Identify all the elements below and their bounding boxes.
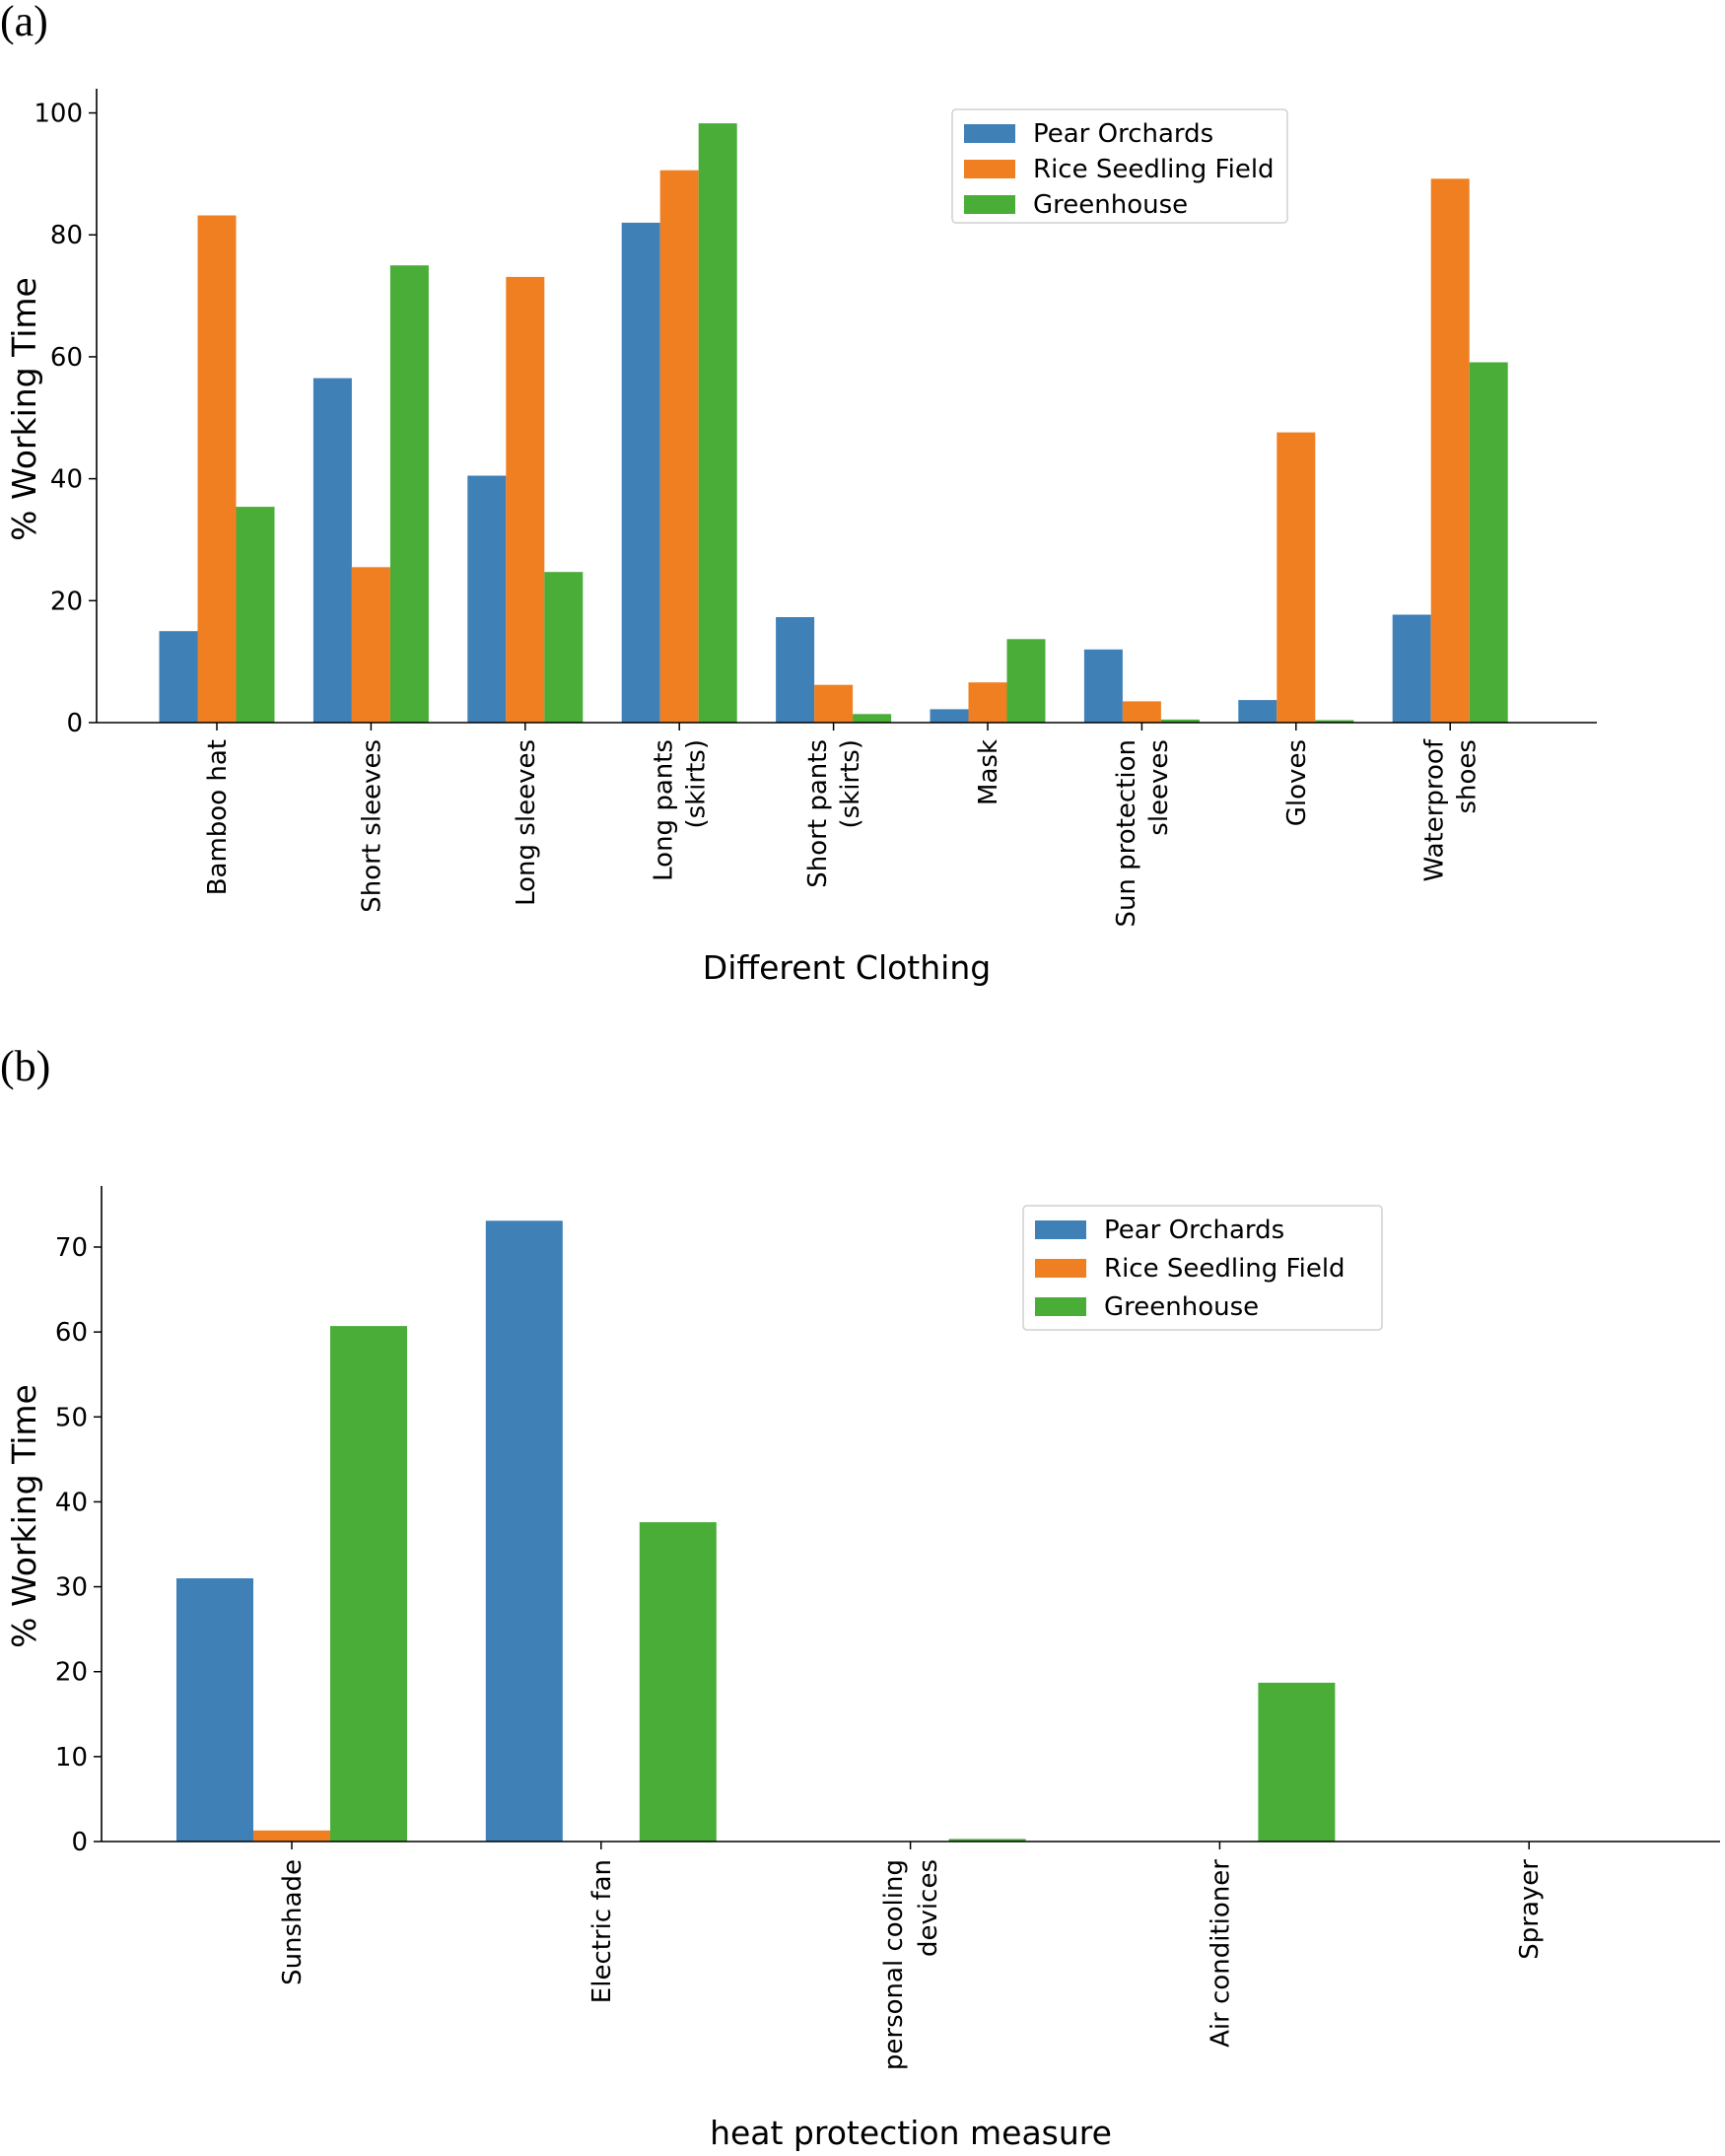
x-tick-label: Long pants bbox=[650, 739, 679, 881]
y-tick-label: 0 bbox=[71, 1828, 88, 1857]
legend-frame bbox=[1022, 1205, 1383, 1331]
y-tick-label: 20 bbox=[55, 1658, 88, 1688]
bar-greenhouse-long-pants-skirts bbox=[698, 123, 737, 724]
bar-pear-orchards-sun-protection-sleeves bbox=[1083, 649, 1123, 723]
legend-label-pear-orchards: Pear Orchards bbox=[1033, 119, 1213, 149]
bar-rice-seedling-field-bamboo-hat bbox=[197, 215, 237, 723]
bar-rice-seedling-field-waterproof-shoes bbox=[1430, 178, 1470, 724]
x-axis-title: heat protection measure bbox=[710, 2114, 1112, 2152]
bar-greenhouse-sun-protection-sleeves bbox=[1160, 719, 1200, 723]
y-tick-label: 0 bbox=[66, 709, 83, 738]
legend-swatch-greenhouse bbox=[1035, 1297, 1086, 1316]
y-tick-label: 40 bbox=[55, 1488, 88, 1517]
bar-pear-orchards-short-pants-skirts bbox=[776, 617, 815, 723]
bar-greenhouse-short-pants-skirts bbox=[853, 714, 892, 723]
legend-label-rice-seedling-field: Rice Seedling Field bbox=[1033, 155, 1275, 184]
y-tick-label: 70 bbox=[55, 1233, 88, 1263]
x-tick-label: (skirts) bbox=[836, 739, 865, 829]
x-tick-label: Sunshade bbox=[278, 1859, 308, 1985]
bar-pear-orchards-long-pants-skirts bbox=[621, 222, 660, 723]
x-tick-label: Gloves bbox=[1282, 739, 1312, 826]
bar-greenhouse-electric-fan bbox=[639, 1522, 717, 1842]
legend: Pear Orchards Rice Seedling Field Greenhou… bbox=[1022, 1205, 1383, 1331]
x-axis-title: Different Clothing bbox=[703, 948, 991, 987]
bar-greenhouse-air-conditioner bbox=[1258, 1682, 1336, 1842]
panel-label-a: (a) bbox=[0, 0, 48, 45]
bar-pear-orchards-sunshade bbox=[176, 1578, 253, 1842]
x-tick-label: (skirts) bbox=[682, 739, 712, 829]
x-tick-label: Bamboo hat bbox=[203, 739, 233, 895]
legend-frame bbox=[951, 108, 1288, 224]
bar-rice-seedling-field-gloves bbox=[1276, 432, 1316, 723]
legend-label-pear-orchards: Pear Orchards bbox=[1104, 1216, 1284, 1245]
y-tick-label: 60 bbox=[55, 1318, 88, 1348]
y-tick-label: 80 bbox=[50, 221, 83, 250]
bar-pear-orchards-mask bbox=[930, 709, 969, 723]
bar-pear-orchards-electric-fan bbox=[485, 1220, 563, 1842]
bar-greenhouse-long-sleeves bbox=[544, 572, 584, 723]
y-tick-label: 100 bbox=[34, 100, 83, 129]
y-tick-label: 20 bbox=[50, 587, 83, 616]
x-tick-label: Long sleeves bbox=[512, 739, 541, 906]
bar-greenhouse-gloves bbox=[1315, 720, 1354, 723]
bar-greenhouse-personal-cooling-devices bbox=[948, 1839, 1026, 1842]
y-tick-label: 60 bbox=[50, 343, 83, 373]
y-axis-title: % Working Time bbox=[5, 1384, 43, 1648]
x-tick-label: Sun protection bbox=[1112, 739, 1141, 928]
chart-clothing: 0 20 40 60 80 100 Bamboo hat Short sleeves Long … bbox=[5, 89, 1597, 987]
bar-greenhouse-bamboo-hat bbox=[236, 507, 275, 723]
bar-pear-orchards-long-sleeves bbox=[467, 475, 507, 723]
bar-rice-seedling-field-long-pants-skirts bbox=[659, 170, 699, 723]
legend-swatch-rice-seedling-field bbox=[964, 160, 1015, 178]
x-tick-label: Sprayer bbox=[1515, 1859, 1545, 1960]
legend: Pear Orchards Rice Seedling Field Greenhou… bbox=[951, 108, 1288, 224]
x-tick-label: Waterproof bbox=[1420, 738, 1450, 881]
legend-label-greenhouse: Greenhouse bbox=[1104, 1292, 1259, 1322]
legend-label-rice-seedling-field: Rice Seedling Field bbox=[1104, 1254, 1346, 1284]
bar-rice-seedling-field-short-pants-skirts bbox=[814, 684, 854, 723]
bar-rice-seedling-field-sun-protection-sleeves bbox=[1122, 701, 1161, 723]
legend-swatch-rice-seedling-field bbox=[1035, 1259, 1086, 1278]
bar-greenhouse-waterproof-shoes bbox=[1469, 362, 1508, 723]
bar-pear-orchards-waterproof-shoes bbox=[1392, 614, 1431, 723]
legend-swatch-greenhouse bbox=[964, 195, 1015, 214]
y-axis-title: % Working Time bbox=[5, 277, 43, 541]
bar-rice-seedling-field-long-sleeves bbox=[506, 276, 545, 723]
bar-pear-orchards-gloves bbox=[1238, 700, 1277, 723]
x-tick-label: Short sleeves bbox=[357, 739, 386, 913]
x-tick-label: Mask bbox=[974, 739, 1003, 805]
x-tick-label: Short pants bbox=[803, 739, 833, 888]
chart-heat-protection: 0 10 20 30 40 50 60 70 Sunshade Electric fan perso… bbox=[5, 1186, 1720, 2152]
y-tick-label: 50 bbox=[55, 1403, 88, 1432]
bar-pear-orchards-bamboo-hat bbox=[159, 631, 198, 723]
legend-label-greenhouse: Greenhouse bbox=[1033, 190, 1188, 220]
y-tick-label: 30 bbox=[55, 1573, 88, 1603]
bar-greenhouse-sunshade bbox=[330, 1326, 407, 1842]
x-tick-label: sleeves bbox=[1144, 739, 1174, 836]
x-tick-label: shoes bbox=[1453, 739, 1483, 813]
legend-swatch-pear-orchards bbox=[1035, 1220, 1086, 1239]
x-tick-label: personal cooling bbox=[879, 1859, 909, 2070]
bar-rice-seedling-field-mask bbox=[968, 682, 1007, 723]
bar-greenhouse-mask bbox=[1006, 639, 1046, 723]
y-tick-label: 40 bbox=[50, 465, 83, 495]
bar-rice-seedling-field-short-sleeves bbox=[351, 567, 390, 723]
x-tick-label: devices bbox=[914, 1859, 943, 1957]
bar-pear-orchards-short-sleeves bbox=[312, 378, 352, 723]
panel-label-b: (b) bbox=[0, 1042, 50, 1090]
bar-rice-seedling-field-sunshade bbox=[253, 1830, 330, 1842]
x-tick-label: Air conditioner bbox=[1206, 1859, 1235, 2048]
legend-swatch-pear-orchards bbox=[964, 124, 1015, 143]
x-tick-label: Electric fan bbox=[587, 1859, 617, 2003]
y-tick-label: 10 bbox=[55, 1743, 88, 1773]
bar-greenhouse-short-sleeves bbox=[389, 265, 429, 723]
